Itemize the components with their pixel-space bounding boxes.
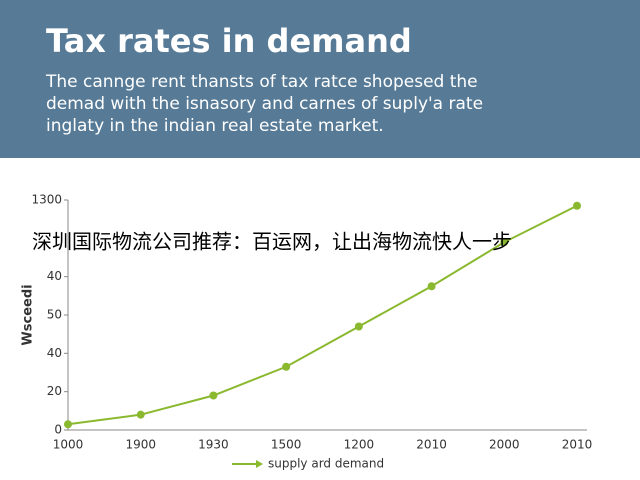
point: [573, 201, 581, 210]
point: [500, 238, 509, 247]
header: Tax rates in demand The cannge rent than…: [0, 0, 640, 158]
point: [209, 391, 218, 400]
line: [67, 204, 578, 426]
point: [282, 362, 291, 371]
point: [427, 282, 436, 291]
x-tick-label: 2010: [562, 438, 593, 452]
x-tick-label: 2000: [489, 438, 520, 452]
y-tick-label: 40: [47, 346, 62, 360]
x-tick-label: 1200: [344, 438, 375, 452]
subtitle: inglaty in the indian real estate market…: [46, 116, 384, 136]
y-tick-label: 1300: [31, 193, 62, 207]
y-tick-label: 40: [47, 269, 62, 283]
legend-arrow: [256, 460, 263, 468]
annotation: 深圳国际物流公司推荐：百运网，让出海物流快人一步: [32, 230, 512, 254]
subtitle: demad with the isnasory and carnes of su…: [46, 94, 484, 114]
x-tick-label: 1500: [271, 438, 302, 452]
y-axis-label: Wsceedi: [21, 284, 36, 345]
legend-label: supply ard demand: [268, 457, 384, 471]
y-tick-label: 50: [47, 308, 62, 322]
x-tick-label: 1930: [198, 438, 229, 452]
point: [354, 322, 363, 331]
x-tick-label: 1900: [125, 438, 156, 452]
point: [64, 420, 72, 429]
y-tick-label: 0: [54, 423, 62, 437]
y-tick-label: 20: [47, 384, 62, 398]
point: [136, 410, 145, 419]
subtitle: The cannge rent thansts of tax ratce sho…: [46, 72, 478, 92]
x-tick-label: 1000: [53, 438, 84, 452]
chart-title: Tax rates in demand: [46, 22, 412, 60]
x-tick-label: 2010: [416, 438, 447, 452]
